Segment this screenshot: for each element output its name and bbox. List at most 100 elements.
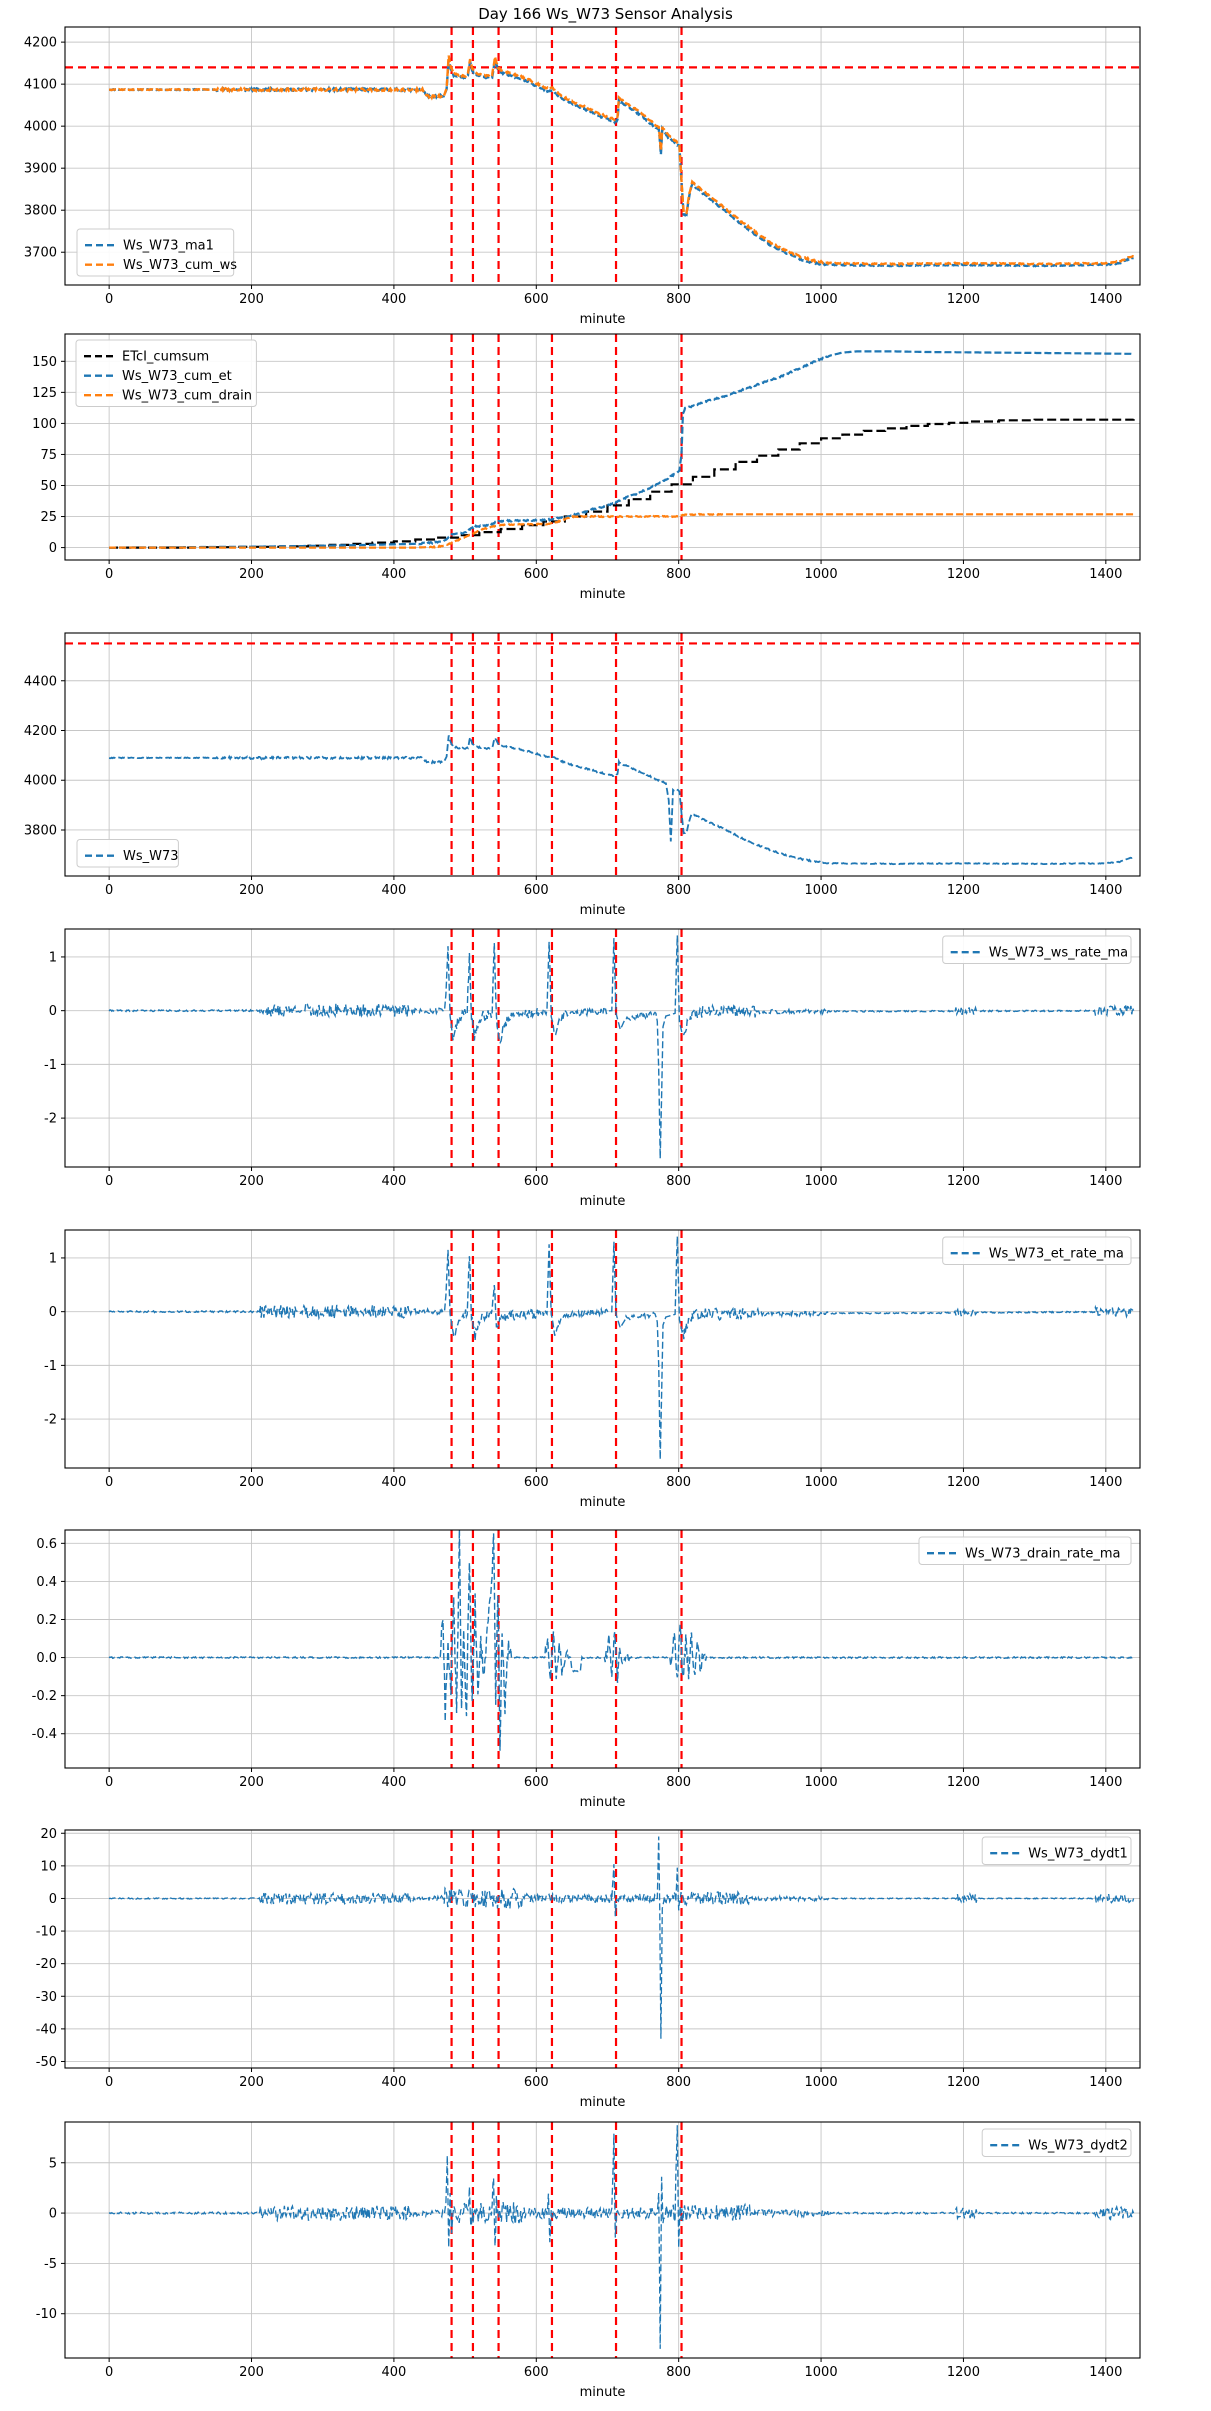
x-tick-label: 1000 <box>805 1174 838 1189</box>
x-tick-label: 1400 <box>1089 567 1122 582</box>
y-tick-label: -0.4 <box>32 1727 57 1742</box>
legend: Ws_W73_dydt1 <box>981 1836 1132 1865</box>
x-tick-label: 600 <box>524 1174 549 1189</box>
y-tick-label: 0 <box>49 1892 57 1907</box>
y-tick-label: 4400 <box>24 674 57 689</box>
x-tick-label: 400 <box>381 567 406 582</box>
y-tick-label: 4000 <box>24 774 57 789</box>
y-tick-label: -10 <box>36 1925 57 1940</box>
x-tick-label: 400 <box>381 292 406 307</box>
x-tick-label: 1200 <box>947 292 980 307</box>
x-tick-label: 600 <box>524 1475 549 1490</box>
x-tick-label: 800 <box>666 567 691 582</box>
x-tick-label: 1000 <box>805 2365 838 2380</box>
legend-label: Ws_W73_cum_et <box>122 369 232 384</box>
y-tick-label: 0.0 <box>36 1651 57 1666</box>
series-Ws_W73_cum_et <box>109 350 1134 549</box>
x-tick-label: 1200 <box>947 2075 980 2090</box>
x-tick-label: 600 <box>524 2075 549 2090</box>
y-tick-label: 150 <box>32 355 57 370</box>
series-group <box>108 1836 1135 2039</box>
x-tick-label: 200 <box>239 1475 264 1490</box>
series-Ws_W73_ws_rate_ma <box>108 935 1135 1159</box>
series-Ws_W73_et_rate_ma <box>108 1236 1135 1460</box>
x-tick-label: 1400 <box>1089 1174 1122 1189</box>
y-tick-label: 0.2 <box>36 1613 57 1628</box>
x-axis-label: minute <box>580 903 626 918</box>
axes-box <box>64 1229 1141 1469</box>
tick-labels: 0 200 400 600 800 1000 1200 1400 1 0 -1 -2 <box>44 1251 1122 1490</box>
chart-title: Day 166 Ws_W73 Sensor Analysis <box>478 5 733 23</box>
x-tick-label: 0 <box>105 1475 113 1490</box>
legend-label: Ws_W73_cum_drain <box>122 389 252 404</box>
x-tick-label: 400 <box>381 1174 406 1189</box>
y-tick-label: 75 <box>40 448 57 463</box>
axes-box <box>64 928 1141 1168</box>
x-tick-label: 1200 <box>947 567 980 582</box>
x-tick-label: 0 <box>105 883 113 898</box>
y-tick-label: -2 <box>44 1112 57 1127</box>
x-tick-label: 400 <box>381 2075 406 2090</box>
y-tick-label: -20 <box>36 1957 57 1972</box>
x-tick-label: 600 <box>524 2365 549 2380</box>
grid <box>65 1530 1140 1768</box>
y-tick-label: -0.2 <box>32 1689 57 1704</box>
x-axis-label: minute <box>580 2095 626 2110</box>
y-tick-label: 0.4 <box>36 1575 57 1590</box>
x-tick-label: 800 <box>666 1475 691 1490</box>
legend: Ws_W73_drain_rate_ma <box>918 1536 1132 1565</box>
series-group <box>108 1236 1135 1460</box>
grid <box>65 27 1140 285</box>
y-tick-label: 3800 <box>24 823 57 838</box>
x-tick-label: 1200 <box>947 883 980 898</box>
tick-labels: 0 200 400 600 800 1000 1200 1400 5 0 -5 -10 <box>36 2156 1123 2380</box>
tick-labels: 0 200 400 600 800 1000 1200 1400 0.6 0.4 0.2 0.0 -0.… <box>32 1537 1123 1790</box>
x-tick-label: 1000 <box>805 1475 838 1490</box>
y-tick-label: 1 <box>49 1251 57 1266</box>
y-tick-label: -10 <box>36 2307 57 2322</box>
x-tick-label: 200 <box>239 2365 264 2380</box>
series-Ws_W73_dydt2 <box>108 2125 1135 2349</box>
legend-label: Ws_W73_ma1 <box>123 239 214 254</box>
y-tick-label: 4000 <box>24 120 57 135</box>
panel-water_storage_ma: 0 200 400 600 800 1000 1200 1400 4200 4100 4000 390… <box>24 26 1141 327</box>
axes-box <box>64 2121 1141 2359</box>
series-ETcI_cumsum <box>109 418 1135 549</box>
x-tick-label: 0 <box>105 2365 113 2380</box>
x-tick-label: 400 <box>381 1475 406 1490</box>
x-tick-label: 1400 <box>1089 1475 1122 1490</box>
x-tick-label: 800 <box>666 292 691 307</box>
y-tick-label: 20 <box>40 1827 57 1842</box>
x-axis-label: minute <box>580 1795 626 1810</box>
x-tick-label: 600 <box>524 567 549 582</box>
x-axis-label: minute <box>580 312 626 327</box>
x-tick-label: 1000 <box>805 292 838 307</box>
series-group <box>108 935 1135 1159</box>
panel-ws_rate: 0 200 400 600 800 1000 1200 1400 1 0 -1 -2 minute Ws_… <box>44 928 1141 1209</box>
y-tick-label: -30 <box>36 1990 57 2005</box>
y-tick-label: 5 <box>49 2156 57 2171</box>
legend: Ws_W73_dydt2 <box>981 2128 1132 2157</box>
x-axis-label: minute <box>580 1194 626 1209</box>
legend-label: Ws_W73 <box>123 849 179 864</box>
x-tick-label: 200 <box>239 292 264 307</box>
y-tick-label: 1 <box>49 950 57 965</box>
x-tick-label: 800 <box>666 2365 691 2380</box>
y-tick-label: 10 <box>40 1859 57 1874</box>
series-group <box>108 55 1134 268</box>
series-group <box>108 1530 1135 1751</box>
legend: Ws_W73 <box>76 839 179 868</box>
grid <box>65 2122 1140 2358</box>
legend: ETcI_cumsum Ws_W73_cum_et Ws_W73_cum_drain <box>75 339 257 407</box>
x-axis-label: minute <box>580 587 626 602</box>
y-tick-label: 4100 <box>24 78 57 93</box>
x-tick-label: 1400 <box>1089 883 1122 898</box>
x-tick-label: 0 <box>105 292 113 307</box>
y-tick-label: 25 <box>40 510 57 525</box>
series-Ws_W73_cum_drain <box>109 512 1134 549</box>
x-tick-label: 800 <box>666 883 691 898</box>
y-tick-label: -1 <box>44 1058 57 1073</box>
tick-labels: 0 200 400 600 800 1000 1200 1400 4200 4100 4000 390… <box>24 36 1122 307</box>
x-tick-label: 200 <box>239 1174 264 1189</box>
